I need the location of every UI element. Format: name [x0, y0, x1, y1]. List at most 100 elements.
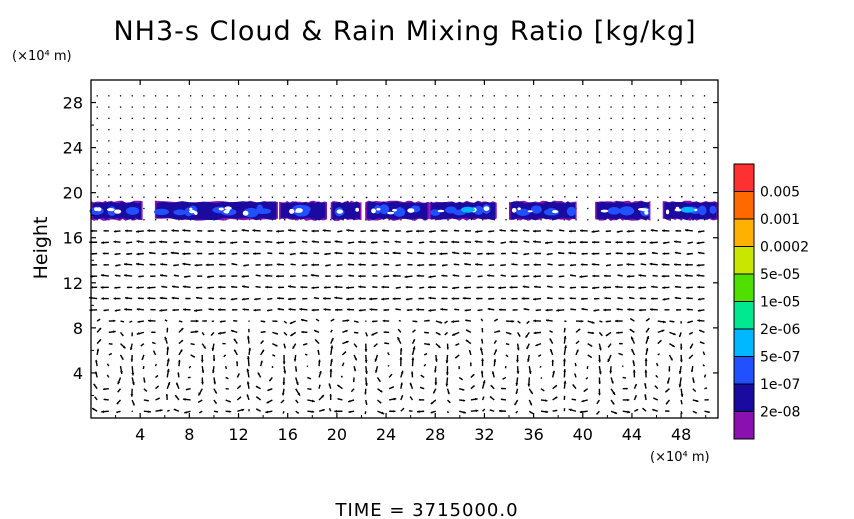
wind-vector-dot: [248, 196, 250, 198]
wind-vector-dot: [131, 106, 133, 108]
wind-vector-head: [150, 275, 153, 278]
wind-vector-dot: [575, 140, 577, 142]
wind-vector-dot: [119, 174, 122, 176]
wind-vector-dot: [645, 128, 647, 131]
x-tick-label: 40: [573, 425, 593, 444]
wind-vector-head: [577, 341, 580, 343]
cloud-gap: [644, 210, 649, 215]
wind-vector-dot: [213, 151, 215, 153]
wind-vector-head: [605, 230, 608, 233]
wind-vector-head: [545, 410, 549, 414]
wind-vector-dot: [598, 162, 601, 165]
wind-vector-dot: [552, 162, 554, 165]
wind-vector-dot: [481, 151, 484, 153]
wind-vector-dot: [423, 162, 425, 165]
wind-vector-dot: [108, 185, 110, 187]
wind-vector-dot: [365, 140, 367, 142]
wind-vector-head: [642, 408, 645, 410]
wind-vector-dot: [260, 196, 262, 198]
wind-vector-dot: [178, 106, 180, 108]
wind-vector-head: [665, 390, 668, 393]
cloud-patch-1e-07: [607, 206, 621, 215]
wind-vector-head: [439, 252, 443, 256]
wind-vector-head: [243, 264, 246, 267]
wind-vector-head: [311, 240, 315, 244]
wind-vector-dot: [295, 128, 297, 131]
wind-vector-head: [696, 241, 700, 245]
wind-vector-head: [91, 263, 94, 267]
wind-vector-head: [627, 285, 630, 289]
wind-vector-head: [230, 297, 234, 301]
wind-vector-dot: [271, 162, 274, 165]
wind-vector-head: [334, 251, 338, 255]
y-tick-label: 28: [63, 94, 83, 113]
wind-vector-dot: [178, 219, 180, 221]
wind-vector-head: [615, 240, 619, 244]
wind-vector-dot: [119, 117, 122, 120]
wind-vector-head: [90, 286, 93, 289]
wind-vector-head: [185, 297, 188, 300]
wind-vector-head: [208, 252, 211, 255]
wind-vector-head: [551, 359, 554, 363]
wind-vector-head: [472, 385, 475, 388]
cloud-segment: [429, 200, 497, 221]
wind-vector-head: [149, 251, 152, 255]
wind-vector-head: [533, 331, 537, 335]
wind-vector-head: [445, 383, 449, 387]
wind-vector-head: [680, 347, 683, 350]
cloud-segment: [279, 200, 327, 221]
cloud-segment: [509, 200, 577, 221]
wind-vector-dot: [703, 128, 706, 131]
wind-vector-dot: [283, 128, 285, 131]
wind-vector-head: [302, 297, 305, 300]
wind-vector-head: [113, 330, 116, 334]
wind-vector-dot: [248, 128, 250, 131]
wind-vector-dot: [353, 162, 355, 165]
wind-vector: [655, 374, 659, 378]
wind-vector-head: [334, 240, 338, 244]
wind-vector-dot: [306, 365, 309, 367]
wind-vector-head: [324, 240, 327, 244]
wind-vector-head: [354, 357, 357, 361]
wind-vector-head: [213, 381, 216, 385]
wind-vector-head: [630, 318, 633, 321]
wind-vector-head: [246, 335, 250, 339]
wind-vector-head: [348, 274, 351, 277]
wind-vector-dot: [365, 151, 367, 153]
wind-vector-head: [166, 346, 170, 350]
wind-vector-head: [299, 307, 303, 311]
wind-vector-head: [603, 274, 607, 278]
wind-vector-head: [260, 360, 263, 363]
wind-vector-head: [400, 370, 404, 374]
wind-vector-head: [91, 252, 94, 255]
wind-vector-dot: [388, 140, 390, 142]
wind-vector-dot: [189, 117, 192, 120]
wind-vector-head: [530, 391, 533, 395]
wind-vector-head: [514, 402, 517, 406]
wind-vector-head: [627, 308, 630, 311]
wind-vector-head: [329, 394, 332, 397]
cloud-gap: [336, 209, 343, 214]
wind-vector-dot: [306, 117, 309, 120]
wind-vector-head: [453, 263, 456, 266]
wind-vector-head: [651, 251, 655, 255]
wind-vector-dot: [353, 106, 355, 108]
wind-vector-head: [136, 286, 140, 290]
wind-vector-dot: [225, 128, 227, 131]
cloud-gap: [527, 210, 533, 213]
wind-vector-dot: [143, 174, 145, 176]
wind-vector-head: [364, 392, 367, 395]
wind-vector-dot: [633, 117, 636, 120]
wind-vector-head: [555, 409, 558, 412]
wind-vector-head: [131, 382, 135, 386]
wind-vector-head: [579, 275, 583, 279]
wind-vector-dot: [248, 95, 250, 97]
wind-vector-dot: [446, 95, 449, 97]
wind-vector-head: [617, 264, 620, 267]
wind-vector: [702, 351, 706, 356]
wind-vector-head: [157, 397, 160, 400]
wind-vector-dot: [657, 117, 659, 120]
wind-vector: [423, 363, 427, 367]
wind-vector-dot: [598, 151, 601, 153]
wind-vector: [282, 410, 285, 414]
